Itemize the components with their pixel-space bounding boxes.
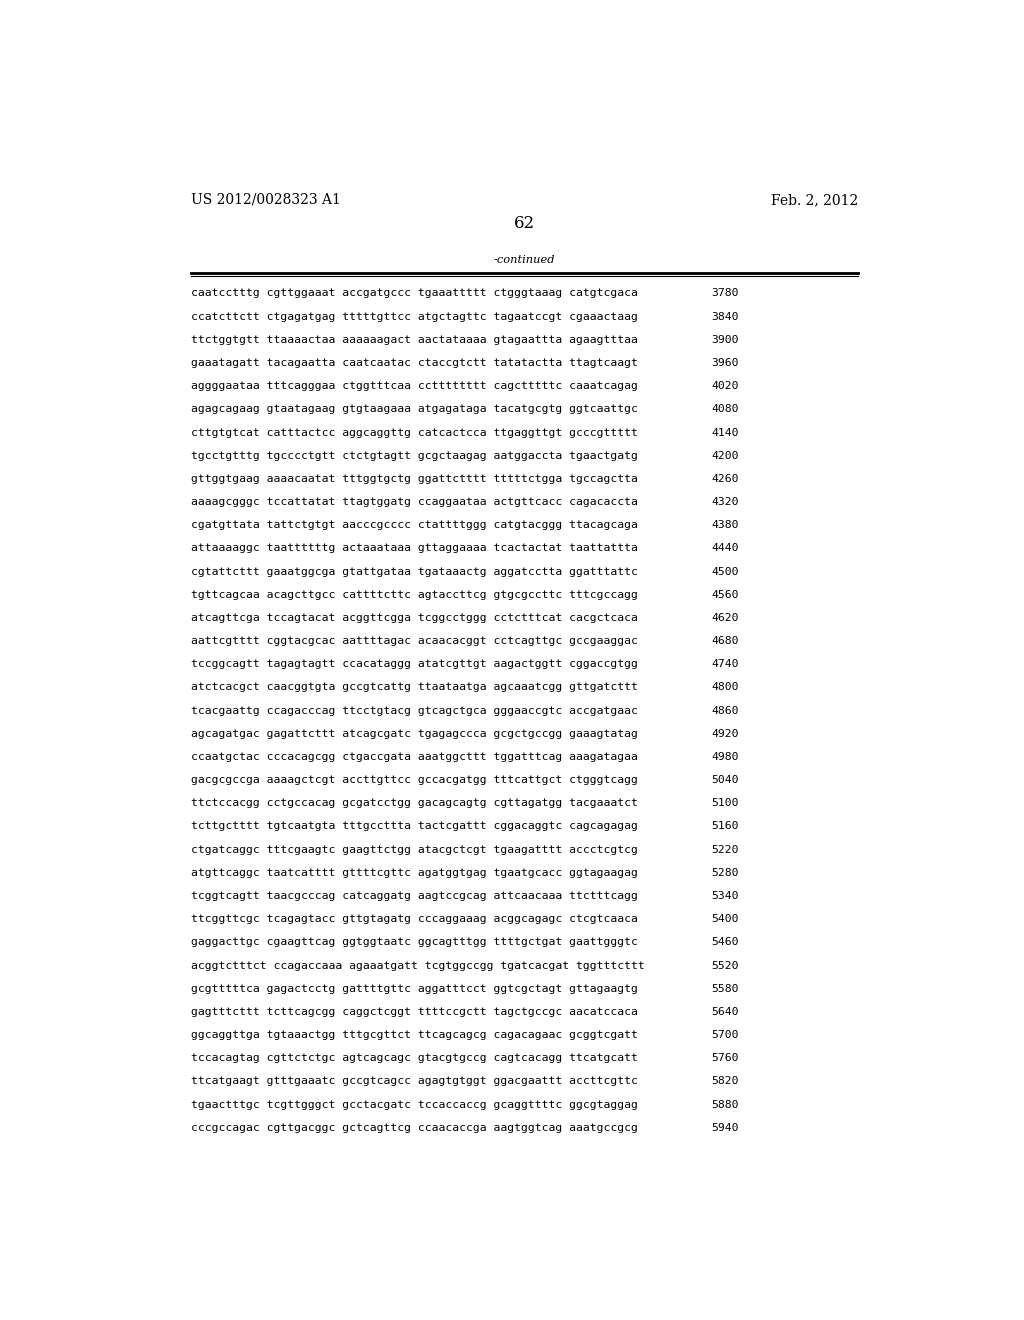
Text: 5520: 5520 (712, 961, 738, 970)
Text: 5760: 5760 (712, 1053, 738, 1063)
Text: aggggaataa tttcagggaa ctggtttcaa cctttttttt cagctttttc caaatcagag: aggggaataa tttcagggaa ctggtttcaa ccttttt… (191, 381, 638, 391)
Text: cccgccagac cgttgacggc gctcagttcg ccaacaccga aagtggtcag aaatgccgcg: cccgccagac cgttgacggc gctcagttcg ccaacac… (191, 1123, 638, 1133)
Text: 5940: 5940 (712, 1123, 738, 1133)
Text: cgtattcttt gaaatggcga gtattgataa tgataaactg aggatcctta ggatttattc: cgtattcttt gaaatggcga gtattgataa tgataaa… (191, 566, 638, 577)
Text: 4320: 4320 (712, 498, 738, 507)
Text: -continued: -continued (494, 255, 556, 265)
Text: 5040: 5040 (712, 775, 738, 785)
Text: 4680: 4680 (712, 636, 738, 645)
Text: 4560: 4560 (712, 590, 738, 599)
Text: ttcatgaagt gtttgaaatc gccgtcagcc agagtgtggt ggacgaattt accttcgttc: ttcatgaagt gtttgaaatc gccgtcagcc agagtgt… (191, 1076, 638, 1086)
Text: tccggcagtt tagagtagtt ccacataggg atatcgttgt aagactggtt cggaccgtgg: tccggcagtt tagagtagtt ccacataggg atatcgt… (191, 659, 638, 669)
Text: tccacagtag cgttctctgc agtcagcagc gtacgtgccg cagtcacagg ttcatgcatt: tccacagtag cgttctctgc agtcagcagc gtacgtg… (191, 1053, 638, 1063)
Text: 4740: 4740 (712, 659, 738, 669)
Text: 3780: 3780 (712, 289, 738, 298)
Text: ttctggtgtt ttaaaactaa aaaaaagact aactataaaa gtagaattta agaagtttaa: ttctggtgtt ttaaaactaa aaaaaagact aactata… (191, 335, 638, 345)
Text: 5400: 5400 (712, 915, 738, 924)
Text: 4860: 4860 (712, 706, 738, 715)
Text: 5580: 5580 (712, 983, 738, 994)
Text: 4500: 4500 (712, 566, 738, 577)
Text: 4020: 4020 (712, 381, 738, 391)
Text: Feb. 2, 2012: Feb. 2, 2012 (771, 193, 858, 207)
Text: 5160: 5160 (712, 821, 738, 832)
Text: gacgcgccga aaaagctcgt accttgttcc gccacgatgg tttcattgct ctgggtcagg: gacgcgccga aaaagctcgt accttgttcc gccacga… (191, 775, 638, 785)
Text: caatcctttg cgttggaaat accgatgccc tgaaattttt ctgggtaaag catgtcgaca: caatcctttg cgttggaaat accgatgccc tgaaatt… (191, 289, 638, 298)
Text: 5100: 5100 (712, 799, 738, 808)
Text: gttggtgaag aaaacaatat tttggtgctg ggattctttt tttttctgga tgccagctta: gttggtgaag aaaacaatat tttggtgctg ggattct… (191, 474, 638, 484)
Text: gaggacttgc cgaagttcag ggtggtaatc ggcagtttgg ttttgctgat gaattgggtc: gaggacttgc cgaagttcag ggtggtaatc ggcagtt… (191, 937, 638, 948)
Text: cttgtgtcat catttactcc aggcaggttg catcactcca ttgaggttgt gcccgttttt: cttgtgtcat catttactcc aggcaggttg catcact… (191, 428, 638, 437)
Text: aattcgtttt cggtacgcac aattttagac acaacacggt cctcagttgc gccgaaggac: aattcgtttt cggtacgcac aattttagac acaacac… (191, 636, 638, 645)
Text: 5820: 5820 (712, 1076, 738, 1086)
Text: 62: 62 (514, 215, 536, 232)
Text: cgatgttata tattctgtgt aacccgcccc ctattttggg catgtacggg ttacagcaga: cgatgttata tattctgtgt aacccgcccc ctatttt… (191, 520, 638, 531)
Text: 5880: 5880 (712, 1100, 738, 1110)
Text: aaaagcgggc tccattatat ttagtggatg ccaggaataa actgttcacc cagacaccta: aaaagcgggc tccattatat ttagtggatg ccaggaa… (191, 498, 638, 507)
Text: ctgatcaggc tttcgaagtc gaagttctgg atacgctcgt tgaagatttt accctcgtcg: ctgatcaggc tttcgaagtc gaagttctgg atacgct… (191, 845, 638, 854)
Text: ttctccacgg cctgccacag gcgatcctgg gacagcagtg cgttagatgg tacgaaatct: ttctccacgg cctgccacag gcgatcctgg gacagca… (191, 799, 638, 808)
Text: 4380: 4380 (712, 520, 738, 531)
Text: 4200: 4200 (712, 450, 738, 461)
Text: atcagttcga tccagtacat acggttcgga tcggcctggg cctctttcat cacgctcaca: atcagttcga tccagtacat acggttcgga tcggcct… (191, 612, 638, 623)
Text: 3840: 3840 (712, 312, 738, 322)
Text: ttcggttcgc tcagagtacc gttgtagatg cccaggaaag acggcagagc ctcgtcaaca: ttcggttcgc tcagagtacc gttgtagatg cccagga… (191, 915, 638, 924)
Text: 3900: 3900 (712, 335, 738, 345)
Text: 5220: 5220 (712, 845, 738, 854)
Text: agcagatgac gagattcttt atcagcgatc tgagagccca gcgctgccgg gaaagtatag: agcagatgac gagattcttt atcagcgatc tgagagc… (191, 729, 638, 739)
Text: 4920: 4920 (712, 729, 738, 739)
Text: 4800: 4800 (712, 682, 738, 693)
Text: 5280: 5280 (712, 867, 738, 878)
Text: gagtttcttt tcttcagcgg caggctcggt ttttccgctt tagctgccgc aacatccaca: gagtttcttt tcttcagcgg caggctcggt ttttccg… (191, 1007, 638, 1016)
Text: tgcctgtttg tgcccctgtt ctctgtagtt gcgctaagag aatggaccta tgaactgatg: tgcctgtttg tgcccctgtt ctctgtagtt gcgctaa… (191, 450, 638, 461)
Text: 4440: 4440 (712, 544, 738, 553)
Text: 4080: 4080 (712, 404, 738, 414)
Text: attaaaaggc taattttttg actaaataaa gttaggaaaa tcactactat taattattta: attaaaaggc taattttttg actaaataaa gttagga… (191, 544, 638, 553)
Text: atgttcaggc taatcatttt gttttcgttc agatggtgag tgaatgcacc ggtagaagag: atgttcaggc taatcatttt gttttcgttc agatggt… (191, 867, 638, 878)
Text: tcacgaattg ccagacccag ttcctgtacg gtcagctgca gggaaccgtc accgatgaac: tcacgaattg ccagacccag ttcctgtacg gtcagct… (191, 706, 638, 715)
Text: 5640: 5640 (712, 1007, 738, 1016)
Text: tgttcagcaa acagcttgcc cattttcttc agtaccttcg gtgcgccttc tttcgccagg: tgttcagcaa acagcttgcc cattttcttc agtacct… (191, 590, 638, 599)
Text: 4620: 4620 (712, 612, 738, 623)
Text: tcttgctttt tgtcaatgta tttgccttta tactcgattt cggacaggtc cagcagagag: tcttgctttt tgtcaatgta tttgccttta tactcga… (191, 821, 638, 832)
Text: gcgtttttca gagactcctg gattttgttc aggatttcct ggtcgctagt gttagaagtg: gcgtttttca gagactcctg gattttgttc aggattt… (191, 983, 638, 994)
Text: ccaatgctac cccacagcgg ctgaccgata aaatggcttt tggatttcag aaagatagaa: ccaatgctac cccacagcgg ctgaccgata aaatggc… (191, 752, 638, 762)
Text: 5340: 5340 (712, 891, 738, 902)
Text: ggcaggttga tgtaaactgg tttgcgttct ttcagcagcg cagacagaac gcggtcgatt: ggcaggttga tgtaaactgg tttgcgttct ttcagca… (191, 1030, 638, 1040)
Text: 3960: 3960 (712, 358, 738, 368)
Text: acggtctttct ccagaccaaa agaaatgatt tcgtggccgg tgatcacgat tggtttcttt: acggtctttct ccagaccaaa agaaatgatt tcgtgg… (191, 961, 645, 970)
Text: 5460: 5460 (712, 937, 738, 948)
Text: ccatcttctt ctgagatgag tttttgttcc atgctagttc tagaatccgt cgaaactaag: ccatcttctt ctgagatgag tttttgttcc atgctag… (191, 312, 638, 322)
Text: tgaactttgc tcgttgggct gcctacgatc tccaccaccg gcaggttttc ggcgtaggag: tgaactttgc tcgttgggct gcctacgatc tccacca… (191, 1100, 638, 1110)
Text: atctcacgct caacggtgta gccgtcattg ttaataatga agcaaatcgg gttgatcttt: atctcacgct caacggtgta gccgtcattg ttaataa… (191, 682, 638, 693)
Text: 4140: 4140 (712, 428, 738, 437)
Text: gaaatagatt tacagaatta caatcaatac ctaccgtctt tatatactta ttagtcaagt: gaaatagatt tacagaatta caatcaatac ctaccgt… (191, 358, 638, 368)
Text: 4260: 4260 (712, 474, 738, 484)
Text: US 2012/0028323 A1: US 2012/0028323 A1 (191, 193, 341, 207)
Text: agagcagaag gtaatagaag gtgtaagaaa atgagataga tacatgcgtg ggtcaattgc: agagcagaag gtaatagaag gtgtaagaaa atgagat… (191, 404, 638, 414)
Text: 4980: 4980 (712, 752, 738, 762)
Text: tcggtcagtt taacgcccag catcaggatg aagtccgcag attcaacaaa ttctttcagg: tcggtcagtt taacgcccag catcaggatg aagtccg… (191, 891, 638, 902)
Text: 5700: 5700 (712, 1030, 738, 1040)
